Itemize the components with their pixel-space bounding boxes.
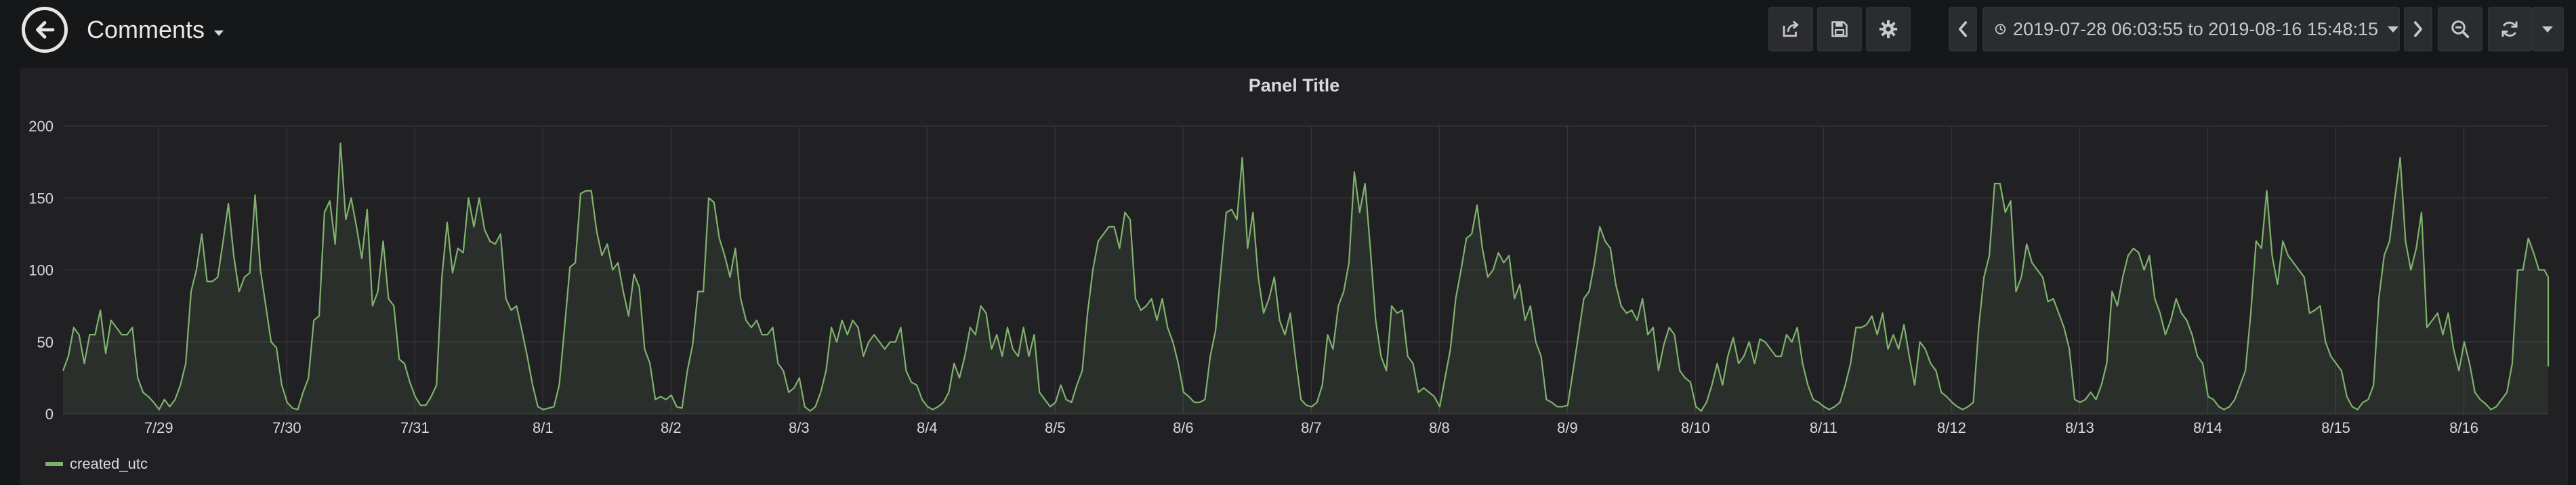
caret-down-icon [2542,26,2553,33]
x-tick-label: 8/2 [661,419,682,436]
time-range-picker[interactable]: 2019-07-28 06:03:55 to 2019-08-16 15:48:… [1982,7,2400,51]
x-tick-label: 8/7 [1301,419,1322,436]
settings-button[interactable] [1866,7,1911,51]
x-tick-label: 8/10 [1681,419,1710,436]
legend-label: created_utc [70,455,148,472]
save-button[interactable] [1817,7,1862,51]
dashboard-title: Comments [87,16,205,43]
series-line-created_utc [62,142,2550,412]
grid [63,125,2548,415]
series-fill-created_utc [63,143,2548,414]
zoom-out-icon [2451,20,2470,39]
refresh-interval-dropdown[interactable] [2531,7,2564,51]
time-series-chart[interactable]: 0 50 100 150 200 7/29 7/30 7/31 8/1 8/2 8/3 8/4 8/5… [21,68,2569,448]
graph-panel: Panel Title 0 50 100 150 200 7/29 7/30 7/31 8/1… [20,68,2568,485]
gear-icon [1879,20,1898,39]
legend-color-swatch [45,462,63,466]
x-tick-label: 8/9 [1557,419,1578,436]
share-button[interactable] [1768,7,1813,51]
x-tick-label: 7/31 [400,419,430,436]
x-tick-label: 8/13 [2065,419,2094,436]
panel-title[interactable]: Panel Title [1248,75,1340,96]
y-tick-label: 50 [37,334,54,351]
x-tick-label: 8/1 [533,419,554,436]
x-tick-label: 8/14 [2193,419,2222,436]
back-button[interactable] [22,7,68,53]
y-axis: 0 50 100 150 200 [28,118,54,423]
y-tick-label: 200 [28,118,54,135]
x-tick-label: 8/8 [1429,419,1450,436]
save-icon [1831,21,1848,37]
chevron-left-icon [1958,21,1968,37]
y-tick-label: 150 [28,190,54,207]
legend-item[interactable]: created_utc [45,453,148,475]
chevron-right-icon [2413,21,2423,37]
dashboard-title-dropdown[interactable]: Comments [87,11,224,49]
x-tick-label: 8/11 [1810,419,1837,436]
refresh-icon [2501,21,2518,37]
x-tick-label: 8/12 [1937,419,1966,436]
time-range-label: 2019-07-28 06:03:55 to 2019-08-16 15:48:… [2013,18,2378,39]
x-tick-label: 7/29 [144,419,173,436]
x-tick-label: 8/3 [789,419,810,436]
x-tick-label: 7/30 [272,419,302,436]
x-tick-label: 8/15 [2321,419,2350,436]
y-tick-label: 100 [28,262,54,279]
arrow-left-icon [36,21,55,39]
time-shift-forward-button[interactable] [2404,7,2432,51]
x-tick-label: 8/5 [1045,419,1066,436]
caret-down-icon [214,30,224,36]
zoom-out-button[interactable] [2438,7,2482,51]
x-tick-label: 8/16 [2449,419,2478,436]
x-tick-label: 8/6 [1173,419,1194,436]
top-navbar: Comments [0,0,2576,60]
series-area [62,142,2550,414]
time-shift-back-button[interactable] [1949,7,1977,51]
x-tick-label: 8/4 [917,419,938,436]
share-icon [1783,20,1799,37]
caret-down-icon [2388,26,2398,33]
y-tick-label: 0 [45,406,54,423]
x-axis: 7/29 7/30 7/31 8/1 8/2 8/3 8/4 8/5 8/6 8/7 8/8 8/9 8… [144,419,2478,436]
clock-icon [1995,24,2006,35]
refresh-button[interactable] [2488,7,2531,51]
